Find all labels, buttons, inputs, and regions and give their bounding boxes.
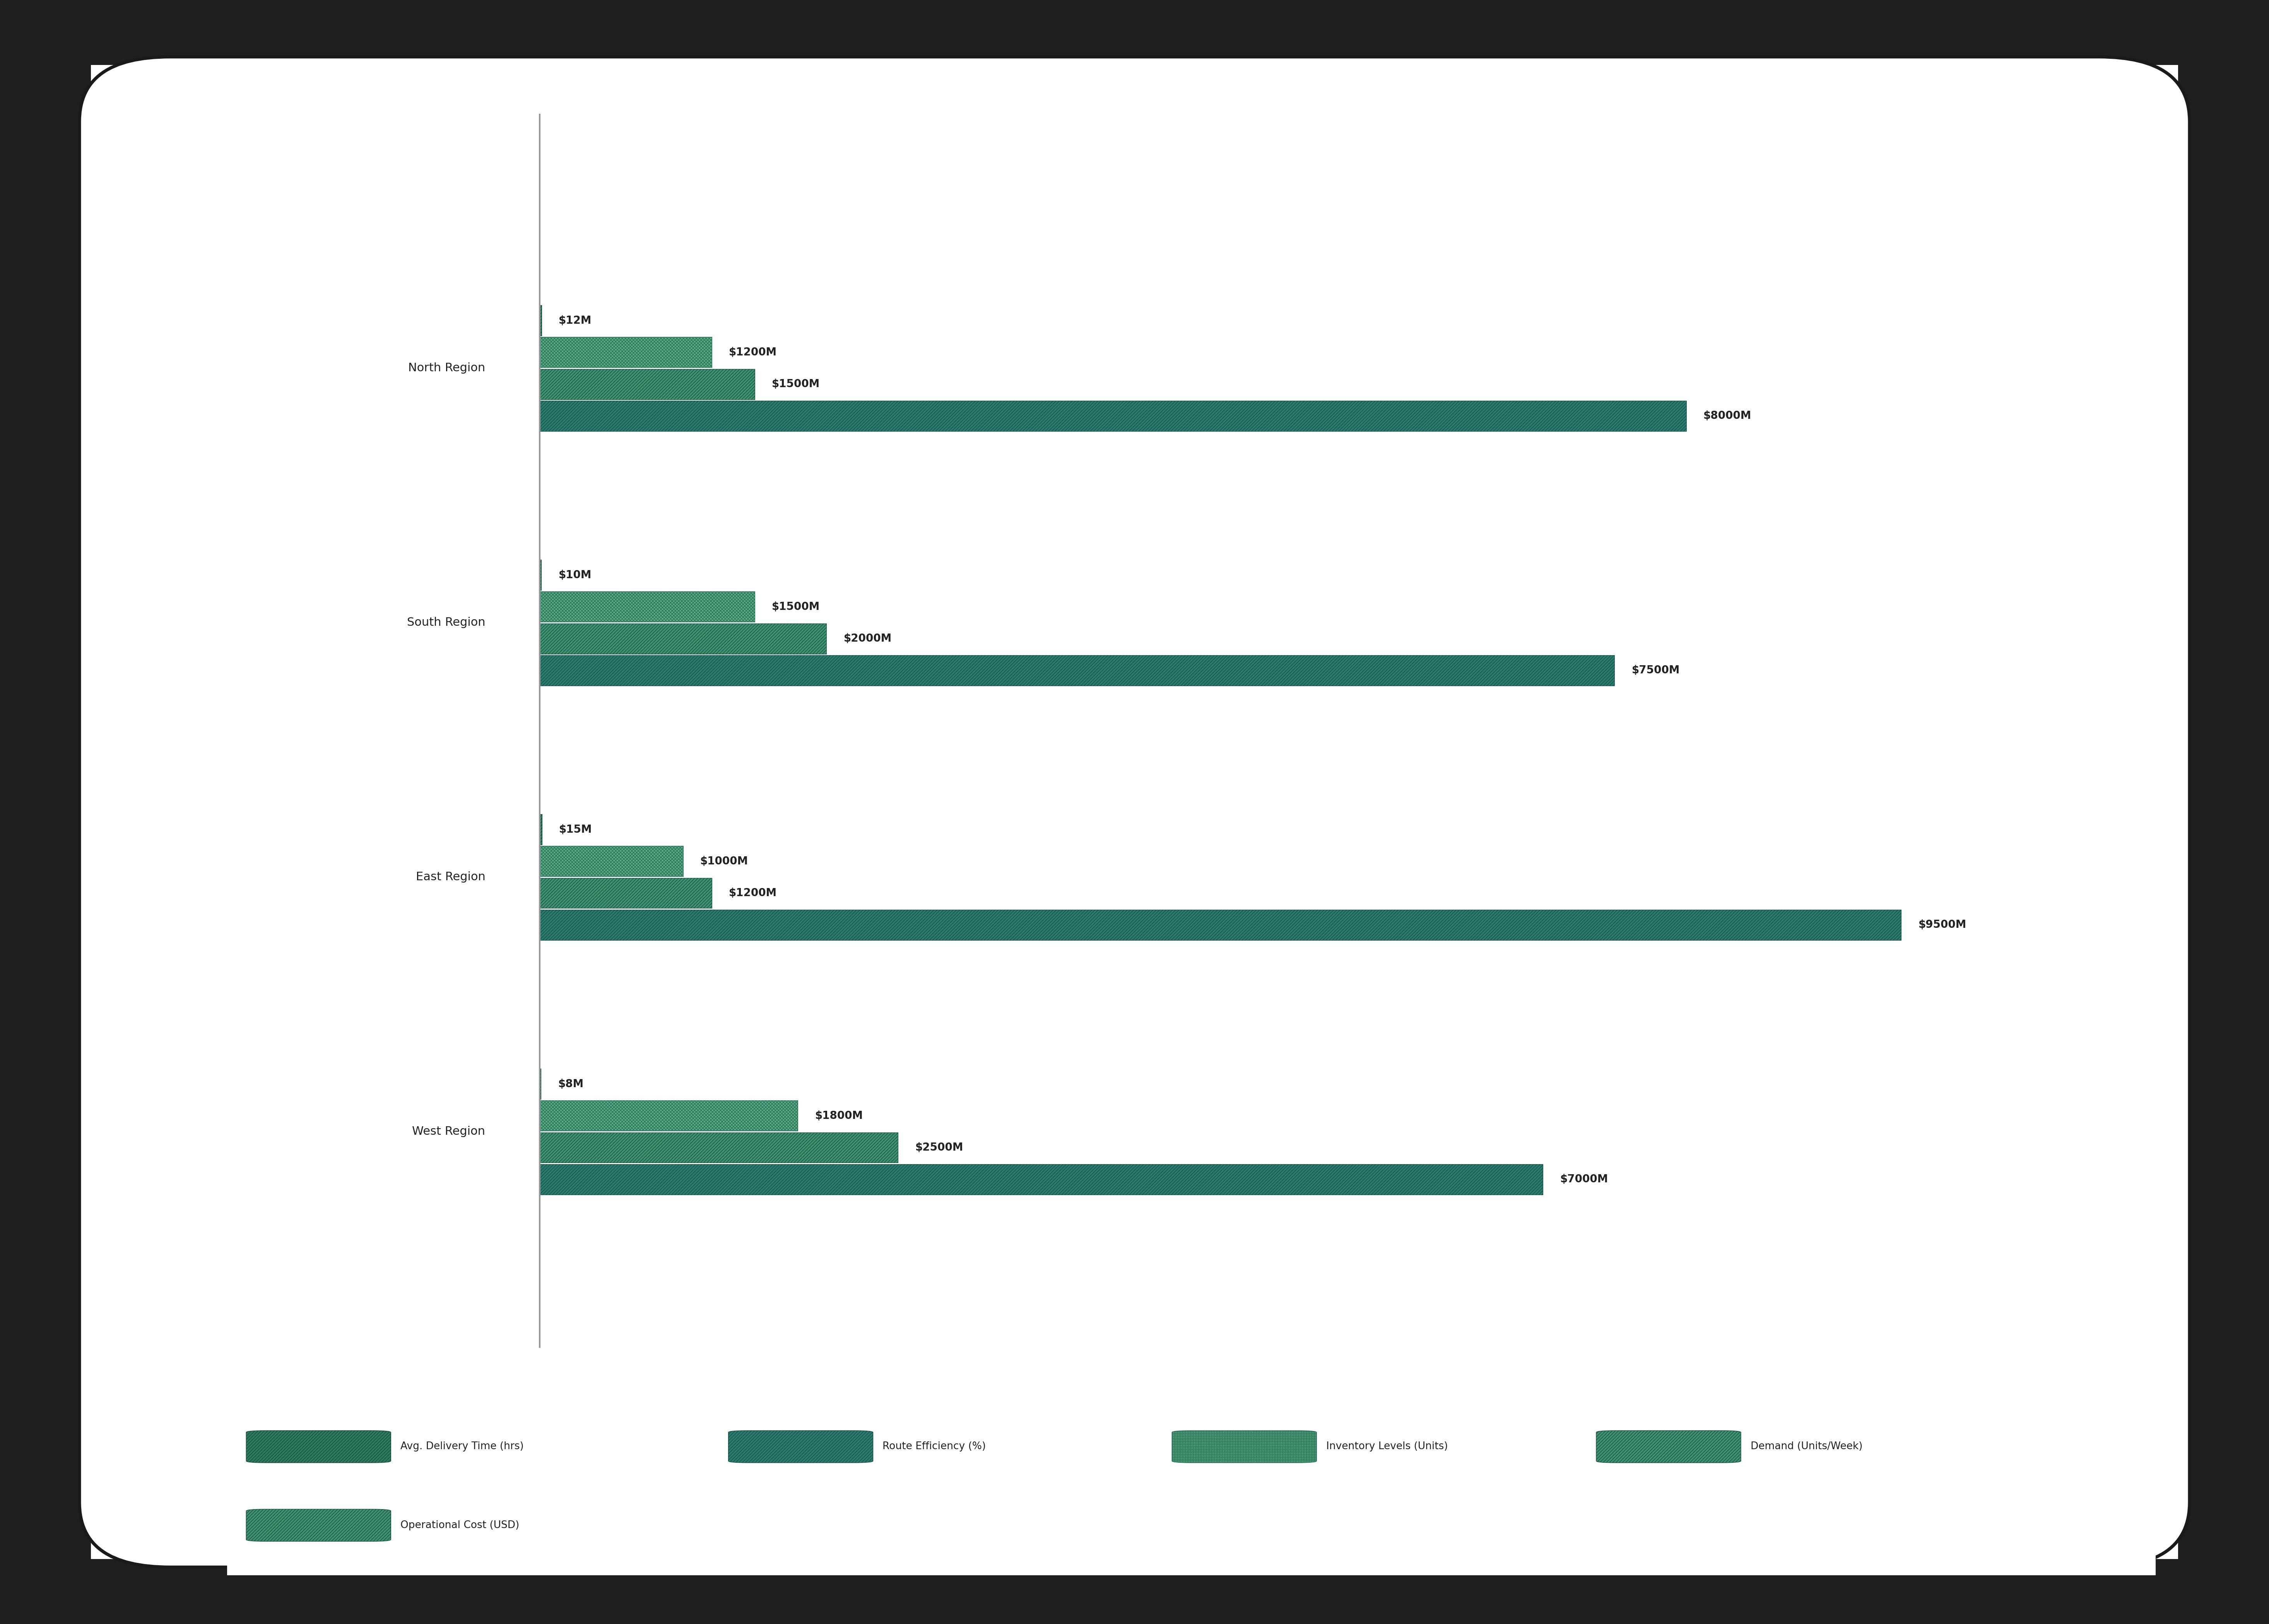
Bar <box>540 877 712 908</box>
Text: West Region: West Region <box>413 1125 486 1137</box>
Bar <box>540 591 756 622</box>
Bar <box>540 909 1901 940</box>
FancyBboxPatch shape <box>1597 1431 1740 1463</box>
Text: $10M: $10M <box>558 570 592 580</box>
Text: Route Efficiency (%): Route Efficiency (%) <box>883 1442 987 1452</box>
Bar <box>540 1164 1543 1195</box>
Text: $9500M: $9500M <box>1917 919 1967 931</box>
Text: $1000M: $1000M <box>701 856 749 867</box>
FancyBboxPatch shape <box>1171 1431 1316 1463</box>
Text: Operational Cost (USD): Operational Cost (USD) <box>402 1520 520 1530</box>
Text: East Region: East Region <box>415 872 486 883</box>
Text: $8M: $8M <box>558 1078 583 1090</box>
FancyBboxPatch shape <box>245 1509 390 1541</box>
Text: Avg. Delivery Time (hrs): Avg. Delivery Time (hrs) <box>402 1442 524 1452</box>
Bar <box>540 338 712 367</box>
Text: $1200M: $1200M <box>728 348 776 357</box>
Text: $2500M: $2500M <box>914 1142 964 1153</box>
Text: Demand (Units/Week): Demand (Units/Week) <box>1752 1442 1863 1452</box>
Text: $2000M: $2000M <box>844 633 892 645</box>
Bar <box>540 401 1686 430</box>
Bar <box>540 654 1616 685</box>
FancyBboxPatch shape <box>245 1431 390 1463</box>
Bar <box>540 1132 899 1163</box>
Text: $7500M: $7500M <box>1631 664 1679 676</box>
Text: $8000M: $8000M <box>1704 411 1752 421</box>
Text: $1200M: $1200M <box>728 888 776 898</box>
Text: North Region: North Region <box>408 362 486 374</box>
Bar <box>540 846 683 877</box>
Bar <box>540 1101 799 1130</box>
Bar <box>540 624 826 654</box>
Text: $15M: $15M <box>558 823 592 835</box>
Text: $7000M: $7000M <box>1561 1174 1609 1186</box>
Text: South Region: South Region <box>406 617 486 628</box>
Bar <box>540 369 756 400</box>
Text: $12M: $12M <box>558 315 592 326</box>
Text: Inventory Levels (Units): Inventory Levels (Units) <box>1325 1442 1448 1452</box>
Text: $1500M: $1500M <box>771 378 819 390</box>
Text: $1500M: $1500M <box>771 601 819 612</box>
FancyBboxPatch shape <box>728 1431 874 1463</box>
Text: $1800M: $1800M <box>815 1111 862 1121</box>
